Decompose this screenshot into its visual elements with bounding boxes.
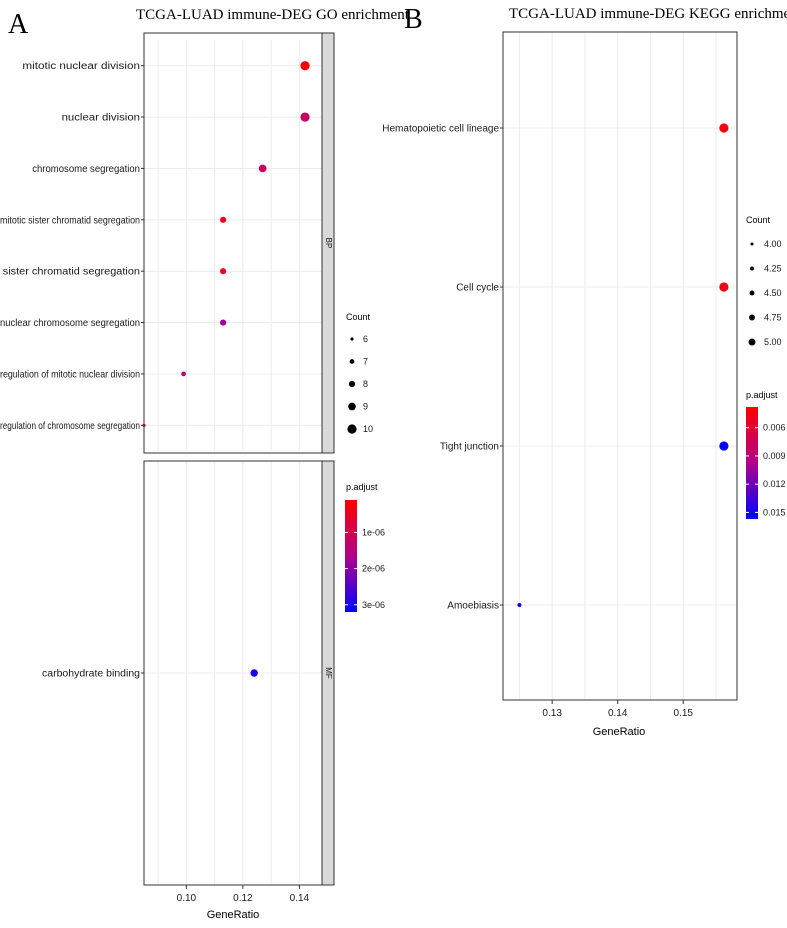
kegg-count-key	[749, 314, 755, 321]
kegg-count-key-label: 4.00	[764, 239, 782, 249]
go-count-key-label: 9	[363, 402, 368, 412]
go-count-key-label: 8	[363, 379, 368, 389]
kegg-point	[719, 123, 729, 133]
go-count-key	[348, 380, 356, 388]
go-count-key-label: 10	[363, 424, 373, 434]
kegg-x-tick-label: 0.15	[674, 708, 694, 719]
kegg-count-key-label: 4.25	[764, 264, 782, 274]
panel-a-count-legend-title: Count	[346, 312, 371, 322]
kegg-x-tick-label: 0.14	[608, 708, 628, 719]
panel-b-count-keys: 4.00 4.25 4.50 4.75 5.00	[748, 239, 782, 347]
go-count-key-label: 7	[363, 357, 368, 367]
kegg-term-label: Hematopoietic cell lineage	[382, 124, 499, 135]
panel-b-count-legend-title: Count	[746, 215, 771, 225]
panel-b-colorbar	[746, 407, 758, 519]
panel-a-facet-bp: mitotic nuclear division nuclear division…	[0, 32, 335, 454]
kegg-term-label: Amoebiasis	[447, 601, 499, 612]
panel-b-label: B	[404, 4, 423, 35]
go-bp-point	[220, 319, 227, 326]
panel-a-colorbar-ticks: 1e-06 2e-06 3e-06	[345, 528, 385, 610]
panel-b-x-axis: 0.13 0.14 0.15	[542, 700, 693, 719]
panel-b-title: TCGA-LUAD immune-DEG KEGG enrichment	[509, 6, 787, 22]
panel-a-bp-background	[144, 33, 322, 453]
panel-b-x-axis-title: GeneRatio	[593, 726, 646, 738]
go-x-tick-label: 0.12	[233, 893, 253, 904]
panel-b-color-legend-title: p.adjust	[746, 390, 778, 400]
panel-a-mf-strip-label: MF	[324, 667, 333, 679]
panel-b-rows: Hematopoietic cell lineage Cell cycle Tigh…	[382, 123, 729, 612]
kegg-count-key	[749, 290, 755, 296]
go-colorbar-label: 2e-06	[362, 564, 385, 574]
go-bp-point	[220, 216, 227, 223]
go-bp-point	[300, 112, 310, 122]
go-bp-term-label: nuclear division	[62, 113, 140, 124]
go-mf-point	[250, 669, 258, 677]
go-bp-term-label: regulation of chromosome segregation	[0, 421, 140, 432]
kegg-point	[719, 282, 729, 292]
kegg-point	[517, 603, 522, 607]
kegg-count-key-label: 5.00	[764, 337, 782, 347]
go-bp-term-label: nuclear chromosome segregation	[0, 318, 140, 329]
panel-a-bp-rows: mitotic nuclear division nuclear division…	[0, 61, 310, 432]
go-bp-point	[220, 268, 227, 275]
panel-a-bp-grid	[144, 40, 322, 451]
kegg-colorbar-label: 0.012	[763, 479, 786, 489]
panel-a-facet-mf: carbohydrate binding MF	[42, 460, 335, 886]
kegg-count-key-label: 4.50	[764, 288, 782, 298]
panel-b-plot: Hematopoietic cell lineage Cell cycle Tigh…	[382, 31, 738, 701]
panel-a-x-axis-title: GeneRatio	[207, 909, 260, 921]
kegg-point	[719, 441, 729, 451]
go-count-key	[348, 402, 356, 411]
kegg-colorbar-label: 0.009	[763, 451, 786, 461]
go-bp-term-label: chromosome segregation	[32, 164, 140, 175]
kegg-x-tick-label: 0.13	[542, 708, 562, 719]
go-bp-term-label: mitotic nuclear division	[22, 61, 140, 72]
go-count-key	[347, 424, 357, 434]
panel-b-grid	[503, 32, 737, 700]
go-colorbar-label: 1e-06	[362, 528, 385, 538]
kegg-count-key-label: 4.75	[764, 313, 782, 323]
kegg-colorbar-label: 0.006	[763, 423, 786, 433]
kegg-count-key	[748, 338, 756, 346]
panel-a-bp-strip-label: BP	[324, 238, 333, 249]
go-x-tick-label: 0.14	[290, 893, 310, 904]
kegg-count-key	[750, 242, 754, 246]
panel-a-color-legend: p.adjust 1e-06 2e-06 3e-06	[345, 482, 385, 612]
panel-b-color-legend: p.adjust 0.006 0.009 0.012 0.015	[746, 390, 786, 519]
panel-b-background	[503, 32, 737, 700]
panel-a-mf-grid	[144, 461, 322, 885]
go-count-key-label: 6	[363, 334, 368, 344]
panel-a-x-axis: 0.10 0.12 0.14	[177, 885, 310, 904]
go-bp-term-label: sister chromatid segregation	[3, 267, 140, 278]
panel-b-border	[502, 31, 738, 701]
go-x-tick-label: 0.10	[177, 893, 197, 904]
go-bp-term-label: regulation of mitotic nuclear division	[0, 369, 140, 380]
panel-a-color-legend-title: p.adjust	[346, 482, 378, 492]
go-bp-point	[300, 61, 310, 71]
panel-a-count-keys: 6 7 8 9 10	[347, 334, 373, 434]
go-colorbar-label: 3e-06	[362, 600, 385, 610]
panel-a-count-legend: Count 6 7 8 9 10	[346, 312, 373, 434]
panel-b-colorbar-ticks: 0.006 0.009 0.012 0.015	[746, 423, 786, 517]
panel-a-label: A	[8, 9, 29, 40]
panel-a-colorbar	[345, 500, 357, 612]
go-mf-term-label: carbohydrate binding	[42, 669, 140, 680]
kegg-term-label: Tight junction	[440, 442, 499, 453]
go-count-key	[350, 337, 354, 341]
panel-a-mf-strip	[321, 460, 335, 886]
go-count-key	[349, 359, 355, 364]
go-bp-term-label: mitotic sister chromatid segregation	[0, 215, 140, 226]
go-bp-point	[181, 371, 186, 377]
go-bp-point	[258, 164, 267, 173]
kegg-term-label: Cell cycle	[456, 283, 499, 294]
panel-a-title: TCGA-LUAD immune-DEG GO enrichment	[136, 7, 410, 23]
kegg-colorbar-label: 0.015	[763, 507, 786, 517]
panel-a-bp-strip	[321, 32, 335, 454]
panel-b-count-legend: Count 4.00 4.25 4.50 4.75 5.00	[746, 215, 782, 347]
kegg-count-key	[750, 266, 754, 271]
